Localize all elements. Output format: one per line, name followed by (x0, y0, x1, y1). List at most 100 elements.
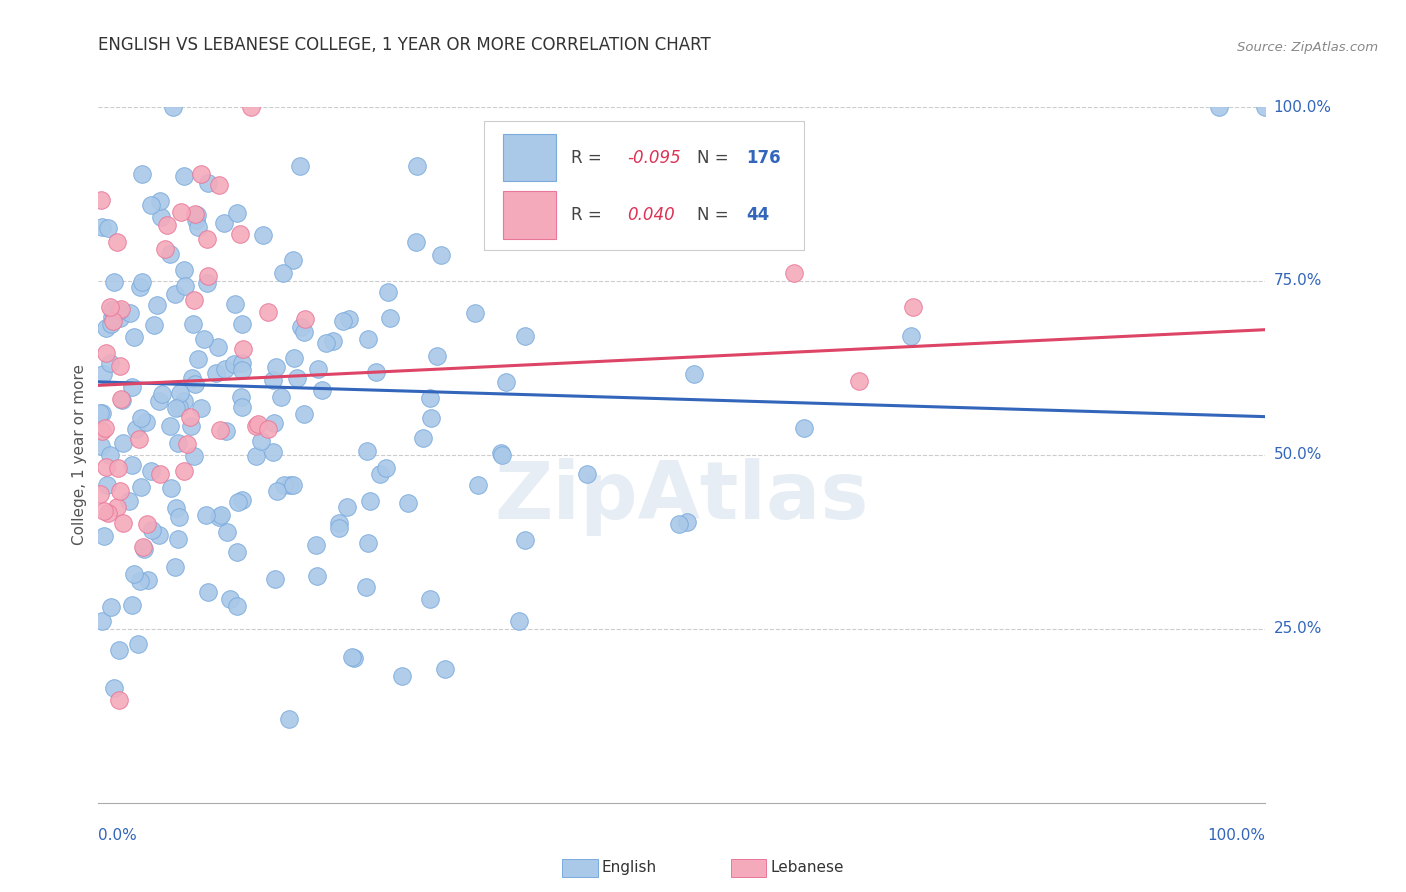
Point (165, 500, 187, 515)
Point (101, 314, 124, 328)
Point (434, 662, 457, 676)
Point (90, 439, 112, 453)
Point (91, 425, 114, 439)
Point (111, 393, 134, 408)
Point (489, 446, 512, 460)
Point (170, 205, 193, 219)
Point (195, 276, 218, 290)
Point (226, 599, 249, 613)
Point (141, 523, 163, 537)
Point (294, 312, 316, 326)
Point (150, 211, 173, 225)
Point (136, 574, 159, 588)
Point (240, 100, 263, 114)
Point (354, 580, 377, 594)
Point (215, 524, 238, 539)
Point (405, 235, 427, 249)
Point (793, 421, 815, 435)
Point (184, 377, 207, 392)
Point (176, 436, 198, 450)
Point (101, 310, 124, 324)
Point (420, 410, 443, 425)
Point (121, 458, 143, 473)
Point (101, 302, 124, 317)
Point (901, 300, 924, 314)
Point (100, 317, 122, 331)
Point (127, 637, 149, 651)
Point (208, 178, 231, 192)
Point (231, 363, 253, 377)
Point (181, 317, 204, 331)
Text: 176: 176 (747, 149, 780, 167)
Point (193, 332, 215, 346)
Point (229, 227, 252, 242)
Point (262, 373, 284, 387)
Point (214, 362, 236, 376)
Point (183, 449, 205, 463)
Point (419, 592, 441, 607)
Point (97, 221, 120, 235)
Point (467, 478, 489, 492)
Point (197, 176, 219, 190)
Point (148, 393, 170, 408)
Point (305, 569, 328, 583)
Point (146, 298, 169, 312)
Point (187, 220, 209, 235)
Point (426, 349, 449, 363)
Point (288, 159, 311, 173)
Point (125, 422, 148, 436)
Point (273, 266, 295, 280)
Point (131, 275, 153, 289)
Point (173, 394, 195, 409)
Point (273, 478, 295, 492)
Point (111, 516, 134, 531)
Point (156, 218, 179, 232)
Text: Source: ZipAtlas.com: Source: ZipAtlas.com (1237, 40, 1378, 54)
Point (412, 431, 434, 445)
FancyBboxPatch shape (484, 121, 804, 250)
Point (292, 407, 315, 421)
Point (1208, 100, 1230, 114)
FancyBboxPatch shape (503, 191, 555, 238)
Point (166, 532, 188, 546)
Point (343, 651, 366, 665)
Point (278, 477, 301, 491)
Point (107, 303, 129, 318)
Text: -0.095: -0.095 (627, 149, 681, 167)
Point (141, 198, 163, 212)
Point (264, 572, 287, 586)
Point (184, 207, 207, 221)
Point (307, 362, 329, 376)
Point (195, 232, 218, 246)
Point (91, 406, 114, 420)
Point (118, 306, 141, 320)
Point (406, 159, 429, 173)
Text: R =: R = (571, 149, 607, 167)
Point (159, 246, 181, 260)
Point (90, 193, 112, 207)
Point (513, 533, 536, 547)
Point (262, 445, 284, 459)
Point (283, 351, 305, 366)
Point (256, 422, 278, 436)
Point (218, 591, 240, 606)
Point (180, 419, 202, 434)
Point (165, 401, 187, 415)
Point (93, 529, 115, 543)
Point (207, 340, 229, 354)
Point (209, 423, 232, 437)
Point (107, 460, 129, 475)
Point (159, 419, 181, 434)
Point (121, 599, 143, 613)
Point (337, 312, 360, 326)
Point (108, 693, 131, 707)
Point (668, 517, 690, 532)
Point (149, 467, 172, 482)
Point (184, 212, 207, 227)
Point (264, 360, 287, 375)
Point (98, 356, 121, 370)
Point (1254, 100, 1277, 114)
Point (508, 614, 530, 628)
Point (229, 390, 252, 404)
Point (208, 510, 231, 524)
